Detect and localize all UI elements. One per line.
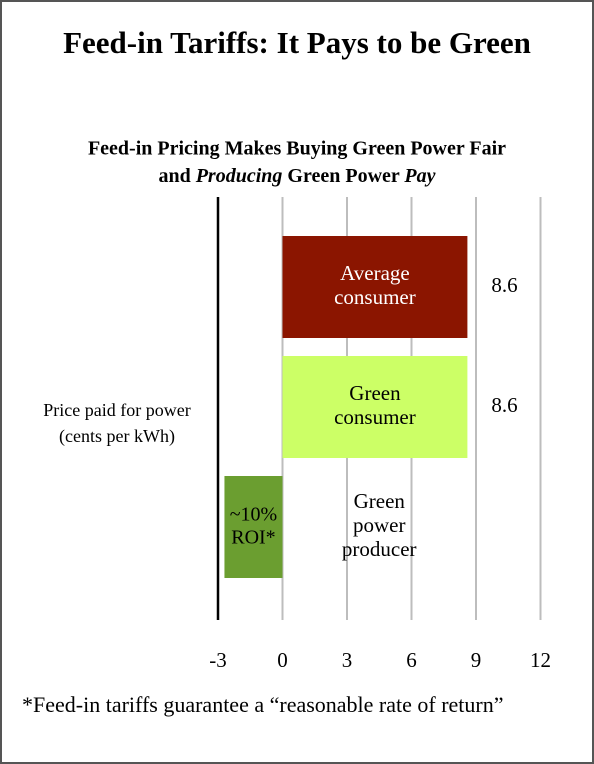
- subtitle-part: and: [158, 165, 195, 187]
- chart-title: Feed-in Tariffs: It Pays to be Green: [63, 25, 531, 60]
- x-tick-label: 3: [342, 648, 353, 672]
- y-axis-label: (cents per kWh): [59, 426, 175, 447]
- subtitle-part: Green Power: [282, 165, 404, 187]
- category-label: Average consumer: [334, 261, 416, 309]
- value-label: 8.6: [491, 273, 517, 297]
- x-tick-label: -3: [209, 648, 227, 672]
- annotation: ~10% ROI*: [230, 503, 277, 548]
- bar: [282, 236, 468, 338]
- subtitle-part: Pay: [403, 165, 435, 187]
- bar: [224, 476, 283, 578]
- subtitle-part: Producing: [195, 165, 283, 187]
- x-tick-label: 9: [471, 648, 482, 672]
- footnote: *Feed-in tariffs guarantee a “reasonable…: [22, 692, 504, 717]
- subtitle: Feed-in Pricing Makes Buying Green Power…: [88, 138, 506, 160]
- x-tick-label: 12: [530, 648, 551, 672]
- x-tick-label: 6: [406, 648, 417, 672]
- value-label: 8.6: [491, 393, 517, 417]
- category-label: Green power producer: [342, 489, 417, 561]
- x-tick-label: 0: [277, 648, 288, 672]
- category-label: Green consumer: [334, 381, 416, 429]
- y-axis-label: Price paid for power: [43, 400, 190, 420]
- subtitle: and Producing Green Power Pay: [158, 165, 435, 187]
- bar: [282, 356, 468, 458]
